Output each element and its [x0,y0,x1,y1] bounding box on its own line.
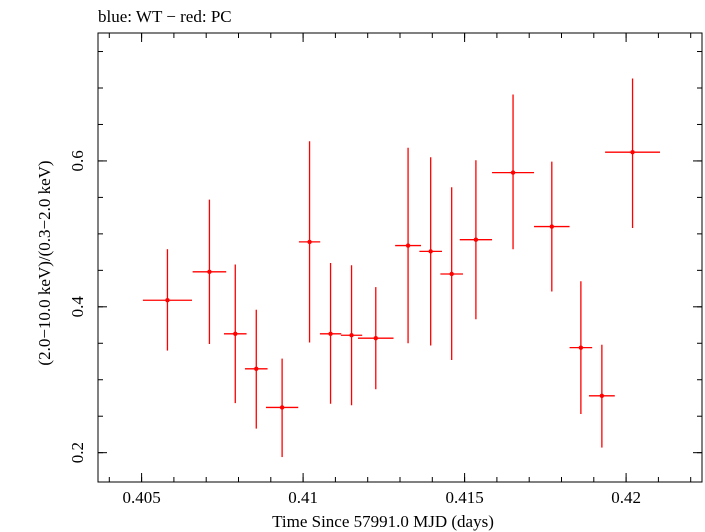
data-point [223,264,247,404]
plot-frame [97,32,703,483]
data-marker [599,393,605,398]
data-marker [405,243,411,248]
x-tick-label: 0.42 [611,488,641,507]
data-point [192,199,227,344]
data-point [265,358,299,458]
data-point [340,265,363,406]
data-series-pc [142,78,661,458]
data-point [459,160,493,320]
data-point [588,344,615,448]
data-point [569,281,593,415]
x-tick-label: 0.405 [122,488,160,507]
data-marker [373,335,378,341]
data-marker [578,345,584,350]
x-axis-label: Time Since 57991.0 MJD (days) [272,512,494,531]
data-marker [233,331,238,336]
y-tick-label: 0.2 [68,442,87,463]
data-point [534,161,570,292]
plot-axes: 0.405 0.41 0.415 0.42 0.2 0.4 0.6 [68,32,703,507]
data-marker [349,333,354,338]
data-marker [207,269,212,274]
data-point [298,141,321,343]
data-point [244,309,268,429]
chart-title: blue: WT − red: PC [98,7,232,26]
data-marker [449,271,454,277]
data-marker [630,149,635,155]
data-point [319,263,342,404]
data-point [142,249,192,351]
y-axis-label: (2.0−10.0 keV)/(0.3−2.0 keV) [35,160,54,365]
y-tick-label: 0.6 [68,150,87,171]
data-point [492,94,535,250]
data-marker [279,405,285,410]
y-tick-label: 0.4 [68,296,87,318]
x-tick-label: 0.415 [445,488,483,507]
data-point [358,287,394,390]
data-marker [328,331,333,336]
data-marker [549,224,555,229]
x-tick-label: 0.41 [288,488,318,507]
data-marker [510,170,516,175]
data-point [605,78,661,229]
data-marker [254,366,259,371]
data-marker [165,298,170,303]
data-marker [307,239,312,245]
data-marker [428,249,433,254]
data-marker [473,237,479,242]
data-point [395,147,421,344]
data-point [419,157,442,346]
data-point [440,187,463,361]
